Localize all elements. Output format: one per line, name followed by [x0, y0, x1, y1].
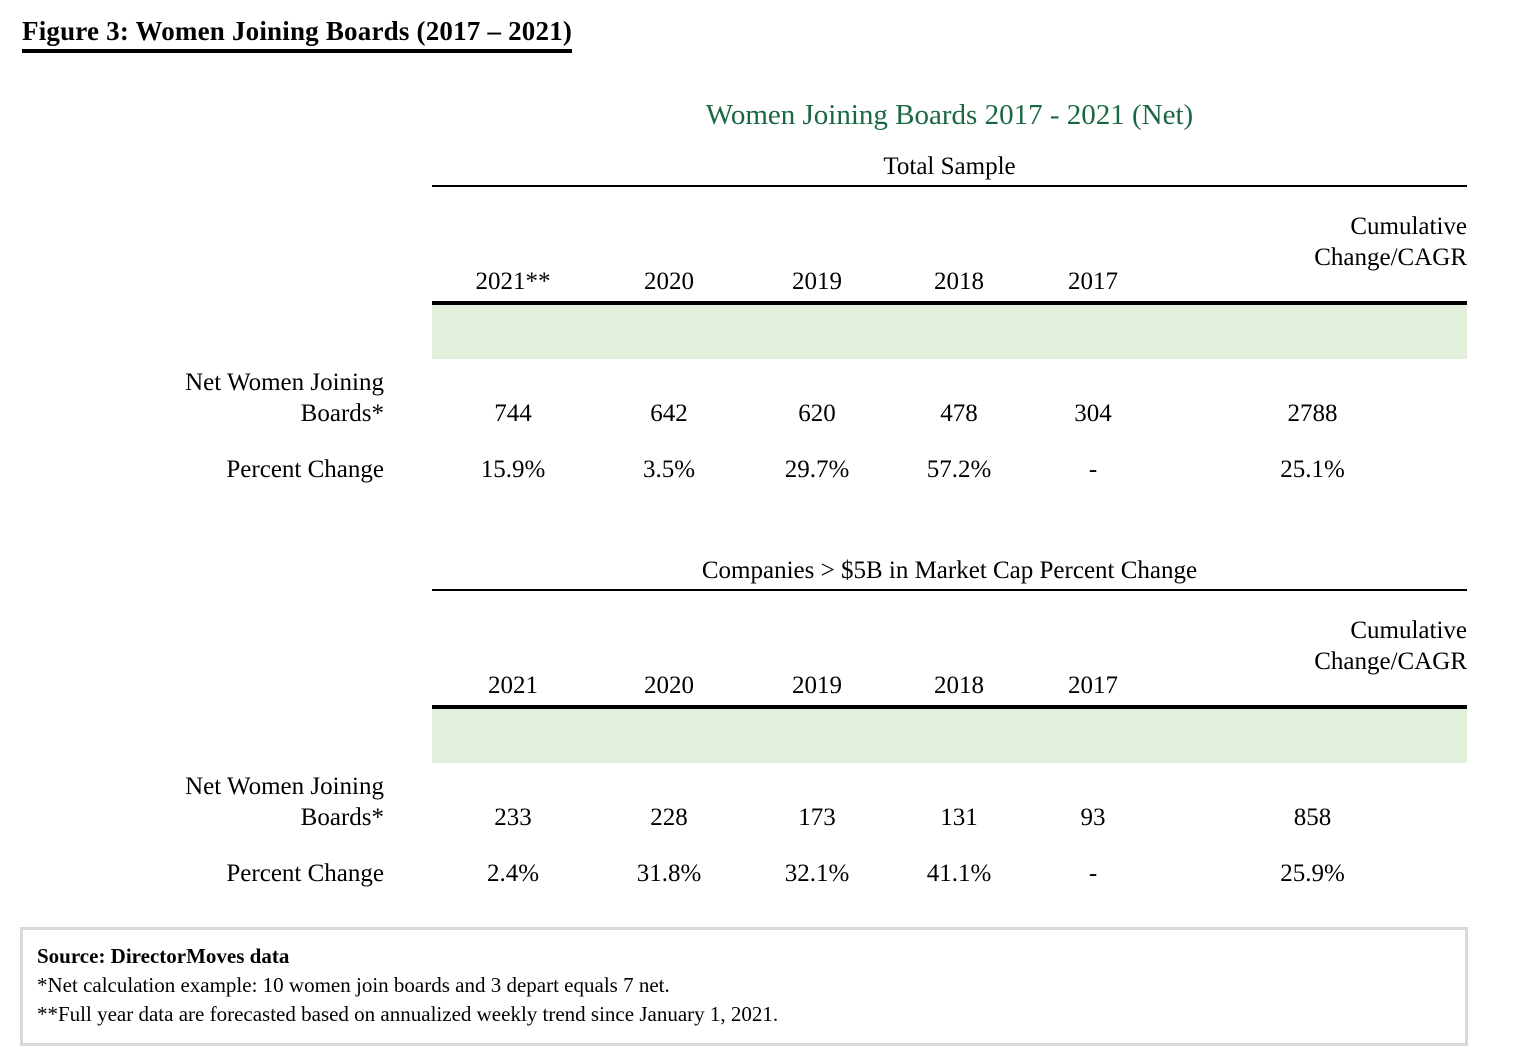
pct-value-2020: 3.5%: [642, 456, 696, 483]
net-value-2017: 93: [1080, 804, 1106, 831]
column-header-2020: 2020: [594, 187, 744, 305]
figure-title: Figure 3: Women Joining Boards (2017 – 2…: [22, 16, 573, 53]
green-band: [432, 709, 1467, 763]
net-value-2019: 620: [798, 400, 836, 427]
footnote-net-calculation: *Net calculation example: 10 women join …: [37, 973, 670, 997]
row-label-percent-change: Percent Change: [226, 860, 384, 887]
net-value-2021: 744: [494, 400, 532, 427]
cumulative-header-line1: Cumulative: [1350, 617, 1467, 644]
column-header-2017: 2017: [1028, 187, 1158, 305]
table-total-sample: Total Sample 2021** 2020 2019 2018 2017 …: [100, 151, 1467, 487]
column-header-2017: 2017: [1028, 591, 1158, 709]
row-label-net-women-joining: Net Women Joining Boards*: [185, 369, 384, 427]
chart-title: Women Joining Boards 2017 - 2021 (Net): [705, 99, 1194, 131]
column-header-2021: 2021: [432, 591, 594, 709]
corner-cell: [100, 187, 432, 305]
pct-value-2020: 31.8%: [636, 860, 702, 887]
column-header-2020: 2020: [594, 591, 744, 709]
pct-value-cumulative: 25.1%: [1280, 456, 1345, 483]
table-5b-market-cap: Companies > $5B in Market Cap Percent Ch…: [100, 555, 1467, 891]
column-header-cumulative: Cumulative Change/CAGR: [1158, 187, 1467, 305]
pct-value-2019: 32.1%: [784, 860, 850, 887]
data-grid-5b: 2021 2020 2019 2018 2017 Cumulative Chan…: [100, 591, 1467, 891]
pct-value-2018: 41.1%: [926, 860, 992, 887]
net-value-cumulative: 2788: [1287, 400, 1338, 427]
column-header-2019: 2019: [744, 187, 890, 305]
section-caption-5b: Companies > $5B in Market Cap Percent Ch…: [432, 555, 1467, 591]
section-caption-total-sample: Total Sample: [432, 151, 1467, 187]
net-value-cumulative: 858: [1293, 804, 1332, 831]
net-value-2020: 642: [650, 400, 688, 427]
column-header-2021: 2021**: [432, 187, 594, 305]
pct-value-2017: -: [1088, 456, 1098, 483]
band-left-spacer: [100, 709, 432, 763]
corner-cell: [100, 591, 432, 709]
data-grid-total-sample: 2021** 2020 2019 2018 2017 Cumulative Ch…: [100, 187, 1467, 487]
net-value-2020: 228: [650, 804, 688, 831]
pct-value-2019: 29.7%: [784, 456, 850, 483]
row-label-percent-change: Percent Change: [226, 456, 384, 483]
pct-value-2017: -: [1088, 860, 1098, 887]
net-value-2019: 173: [798, 804, 836, 831]
pct-value-cumulative: 25.9%: [1280, 860, 1345, 887]
row-label-net-women-joining: Net Women Joining Boards*: [185, 773, 384, 831]
column-header-cumulative: Cumulative Change/CAGR: [1158, 591, 1467, 709]
pct-value-2021: 15.9%: [480, 456, 546, 483]
source-line: Source: DirectorMoves data: [37, 944, 290, 968]
cumulative-header-line2: Change/CAGR: [1314, 244, 1467, 271]
band-left-spacer: [100, 305, 432, 359]
footnote-forecast: **Full year data are forecasted based on…: [37, 1002, 779, 1026]
source-footnote-box: Source: DirectorMoves data *Net calculat…: [20, 927, 1468, 1046]
figure-header: Figure 3: Women Joining Boards (2017 – 2…: [0, 0, 1531, 53]
net-value-2018: 478: [940, 400, 978, 427]
column-header-2019: 2019: [744, 591, 890, 709]
cumulative-header-line1: Cumulative: [1350, 213, 1467, 240]
column-header-2018: 2018: [890, 187, 1028, 305]
figure-area: Women Joining Boards 2017 - 2021 (Net) T…: [100, 97, 1467, 891]
pct-value-2021: 2.4%: [486, 860, 540, 887]
cumulative-header-line2: Change/CAGR: [1314, 648, 1467, 675]
net-value-2018: 131: [940, 804, 978, 831]
net-value-2021: 233: [494, 804, 532, 831]
column-header-2018: 2018: [890, 591, 1028, 709]
net-value-2017: 304: [1074, 400, 1112, 427]
pct-value-2018: 57.2%: [926, 456, 992, 483]
green-band: [432, 305, 1467, 359]
